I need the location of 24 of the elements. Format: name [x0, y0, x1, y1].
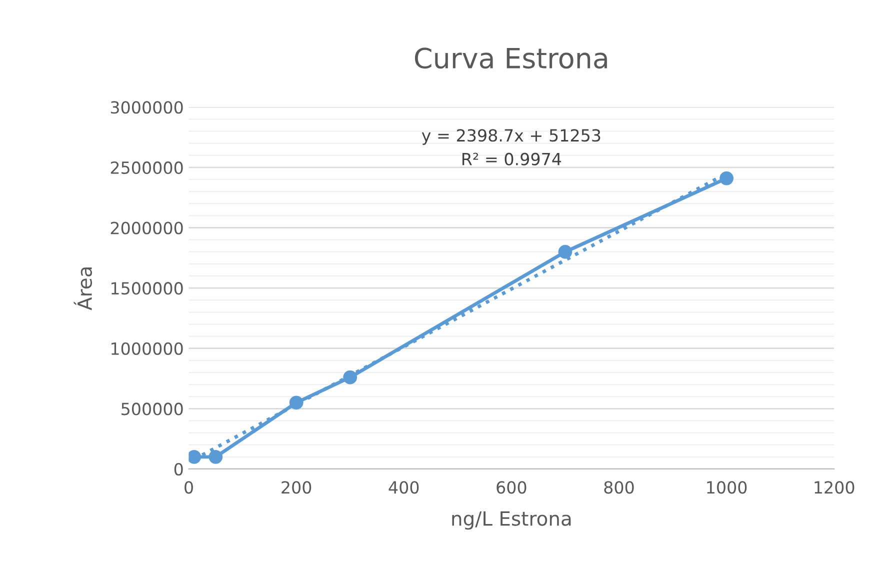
- y-tick-label: 500000: [122, 402, 183, 416]
- y-axis-title: Área: [74, 267, 92, 310]
- y-tick-label: 0: [174, 462, 183, 476]
- y-tick-label: 1500000: [112, 282, 183, 295]
- chart-title: Curva Estrona: [414, 48, 607, 69]
- x-axis-title: ng/L Estrona: [452, 511, 571, 530]
- y-tick-label: 1000000: [112, 342, 183, 355]
- annotation: y = 2398.7x + 51253 R² = 0.9974: [422, 129, 600, 166]
- x-tick-label: 800: [604, 481, 634, 494]
- x-tick-label: 0: [184, 481, 193, 494]
- y-tick-label: 2000000: [110, 222, 183, 234]
- y-tick-label: 2500000: [110, 161, 183, 174]
- x-tick-label: 400: [388, 481, 419, 494]
- x-tick-label: 200: [282, 481, 312, 494]
- point: [558, 244, 572, 259]
- point: [343, 370, 358, 384]
- point: [208, 450, 223, 464]
- point: [289, 396, 304, 410]
- x-tick-label: 1000: [707, 481, 747, 494]
- point: [720, 171, 734, 186]
- x-tick-label: 600: [496, 481, 526, 494]
- point: [188, 450, 202, 464]
- y-tick-label: 3000000: [110, 101, 183, 114]
- x-tick-label: 1200: [814, 481, 854, 494]
